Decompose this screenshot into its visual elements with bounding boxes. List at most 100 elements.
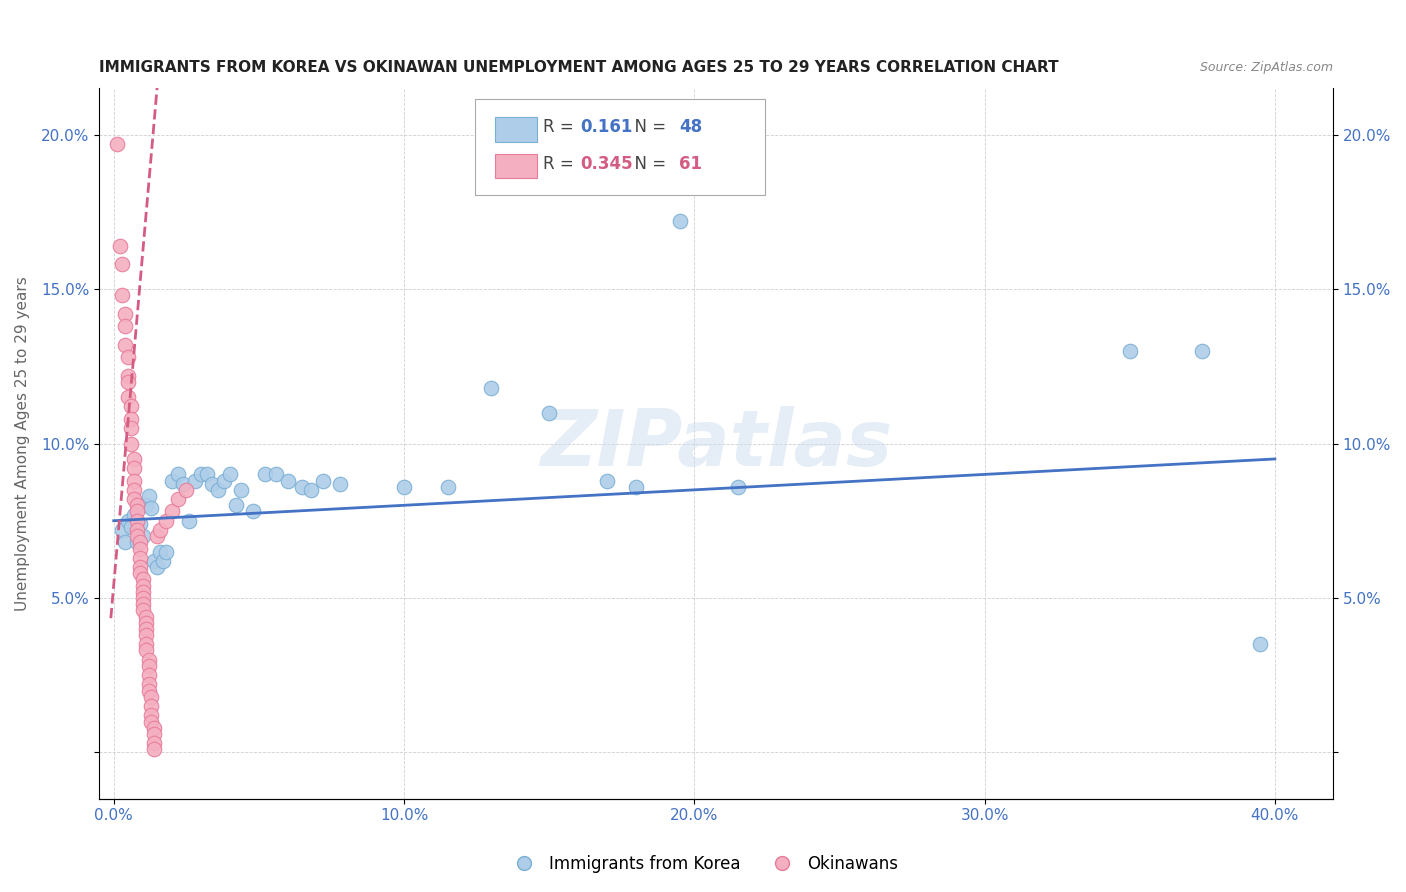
Point (626, 480, 648, 494)
Point (184, 474, 207, 488)
Legend: Immigrants from Korea, Okinawans: Immigrants from Korea, Okinawans (501, 848, 905, 880)
Point (132, 597, 155, 611)
Point (143, 554, 166, 568)
Point (195, 467, 218, 482)
Point (122, 452, 145, 467)
Point (160, 474, 183, 488)
Point (143, 721, 166, 735)
Point (125, 498, 148, 512)
Text: R =: R = (543, 155, 579, 173)
Point (117, 375, 139, 389)
Point (114, 337, 136, 351)
Point (132, 579, 155, 593)
Point (149, 544, 172, 558)
Text: N =: N = (623, 119, 671, 136)
Point (132, 603, 155, 617)
Point (135, 622, 157, 636)
Text: ZIPatlas: ZIPatlas (540, 406, 893, 482)
Point (160, 504, 183, 518)
Point (122, 483, 145, 497)
Point (132, 591, 155, 605)
Point (138, 489, 160, 503)
Point (135, 637, 157, 651)
Point (174, 483, 197, 497)
Point (179, 514, 201, 528)
Point (120, 421, 142, 435)
Point (128, 550, 150, 565)
Point (120, 412, 142, 426)
Point (108, 239, 131, 253)
Point (253, 467, 276, 482)
Point (143, 736, 166, 750)
Point (201, 476, 224, 491)
Point (538, 406, 561, 420)
Point (117, 350, 139, 364)
Point (266, 467, 288, 482)
FancyBboxPatch shape (495, 154, 537, 178)
Y-axis label: Unemployment Among Ages 25 to 29 years: Unemployment Among Ages 25 to 29 years (15, 277, 30, 611)
Point (122, 461, 145, 475)
Point (117, 368, 139, 383)
Point (596, 474, 619, 488)
Point (312, 474, 335, 488)
Point (120, 436, 142, 450)
Text: 0.345: 0.345 (581, 155, 633, 173)
Point (120, 520, 142, 534)
Point (128, 535, 150, 549)
Point (117, 390, 139, 404)
Point (152, 554, 174, 568)
Point (225, 498, 247, 512)
Point (146, 560, 169, 574)
Point (128, 516, 150, 531)
Point (207, 483, 229, 497)
Point (117, 514, 139, 528)
Point (122, 508, 145, 522)
Point (143, 742, 166, 756)
Point (128, 541, 150, 556)
Point (125, 504, 148, 518)
Point (141, 714, 163, 729)
Point (277, 474, 299, 488)
Point (135, 628, 157, 642)
Point (111, 257, 134, 271)
Point (105, 136, 128, 151)
Point (146, 529, 169, 543)
Point (135, 643, 157, 657)
Point (132, 573, 155, 587)
Point (141, 690, 163, 704)
Point (128, 560, 150, 574)
Point (668, 214, 690, 228)
Point (114, 319, 136, 334)
Point (1249, 637, 1271, 651)
Point (166, 467, 188, 482)
Point (141, 708, 163, 723)
Point (218, 467, 240, 482)
Text: IMMIGRANTS FROM KOREA VS OKINAWAN UNEMPLOYMENT AMONG AGES 25 TO 29 YEARS CORRELA: IMMIGRANTS FROM KOREA VS OKINAWAN UNEMPL… (100, 60, 1059, 75)
Point (291, 480, 314, 494)
FancyBboxPatch shape (495, 118, 537, 142)
Point (231, 483, 253, 497)
Point (135, 609, 157, 624)
Point (111, 288, 134, 302)
Point (299, 483, 322, 497)
Point (125, 529, 148, 543)
Point (114, 535, 136, 549)
Point (392, 480, 415, 494)
Point (1118, 343, 1140, 358)
Point (141, 699, 163, 714)
Text: N =: N = (623, 155, 671, 173)
Point (135, 615, 157, 630)
Point (190, 467, 212, 482)
Point (138, 668, 160, 682)
Point (149, 523, 172, 537)
Point (242, 504, 264, 518)
Point (727, 480, 749, 494)
Point (172, 476, 194, 491)
Point (114, 307, 136, 321)
Point (125, 514, 148, 528)
Point (138, 683, 160, 698)
Point (329, 476, 352, 491)
Point (138, 653, 160, 667)
Point (138, 659, 160, 673)
Point (128, 566, 150, 581)
